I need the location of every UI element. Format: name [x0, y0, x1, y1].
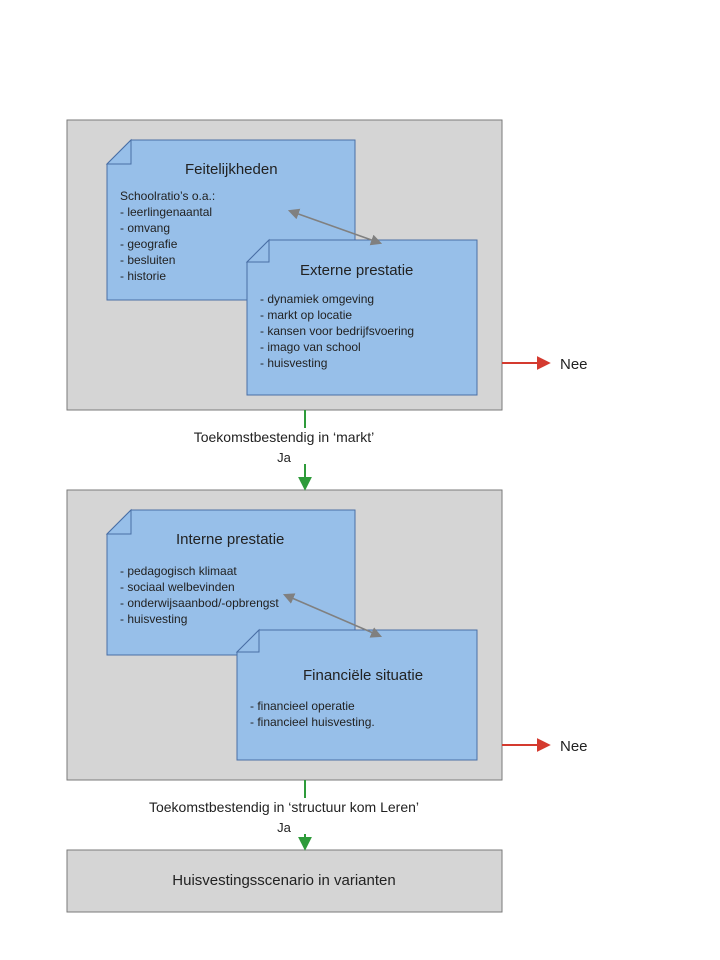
note-externe-line: - markt op locatie	[260, 308, 352, 322]
diagram-canvas: Feitelijkheden Schoolratio’s o.a.: - leerl…	[0, 0, 720, 960]
note-interne-line: - onderwijsaanbod/-opbrengst	[120, 596, 279, 610]
note-externe-line: - imago van school	[260, 340, 361, 354]
note-financiele-line: - financieel operatie	[250, 699, 355, 713]
note-financiele: Financiële situatie - financieel operatie…	[237, 630, 477, 760]
note-feit-line: - historie	[120, 269, 166, 283]
note-externe-line: - kansen voor bedrijfsvoering	[260, 324, 414, 338]
caption-markt: Toekomstbestendig in ‘markt’	[194, 429, 375, 445]
caption-structuur-ja: Ja	[277, 820, 292, 835]
note-externe-line: - dynamiek omgeving	[260, 292, 374, 306]
caption-markt-ja: Ja	[277, 450, 292, 465]
note-financiele-line: - financieel huisvesting.	[250, 715, 375, 729]
caption-structuur: Toekomstbestendig in ‘structuur kom Lere…	[149, 799, 419, 815]
note-feit-line: Schoolratio’s o.a.:	[120, 189, 215, 203]
note-financiele-title: Financiële situatie	[303, 667, 423, 684]
note-interne-line: - pedagogisch klimaat	[120, 564, 237, 578]
note-feit-line: - geografie	[120, 237, 178, 251]
label-red2: Nee	[560, 738, 588, 755]
note-interne-line: - huisvesting	[120, 612, 187, 626]
note-externe: Externe prestatie - dynamiek omgeving - ma…	[247, 240, 477, 395]
note-externe-line: - huisvesting	[260, 356, 327, 370]
note-feit-line: - besluiten	[120, 253, 175, 267]
note-feit-title: Feitelijkheden	[185, 161, 278, 178]
note-interne-line: - sociaal welbevinden	[120, 580, 235, 594]
note-feit-line: - omvang	[120, 221, 170, 235]
label-red1: Nee	[560, 356, 588, 373]
note-interne-title: Interne prestatie	[176, 531, 284, 548]
final-title: Huisvestingsscenario in varianten	[172, 872, 395, 889]
note-feit-line: - leerlingenaantal	[120, 205, 212, 219]
note-externe-title: Externe prestatie	[300, 262, 413, 279]
